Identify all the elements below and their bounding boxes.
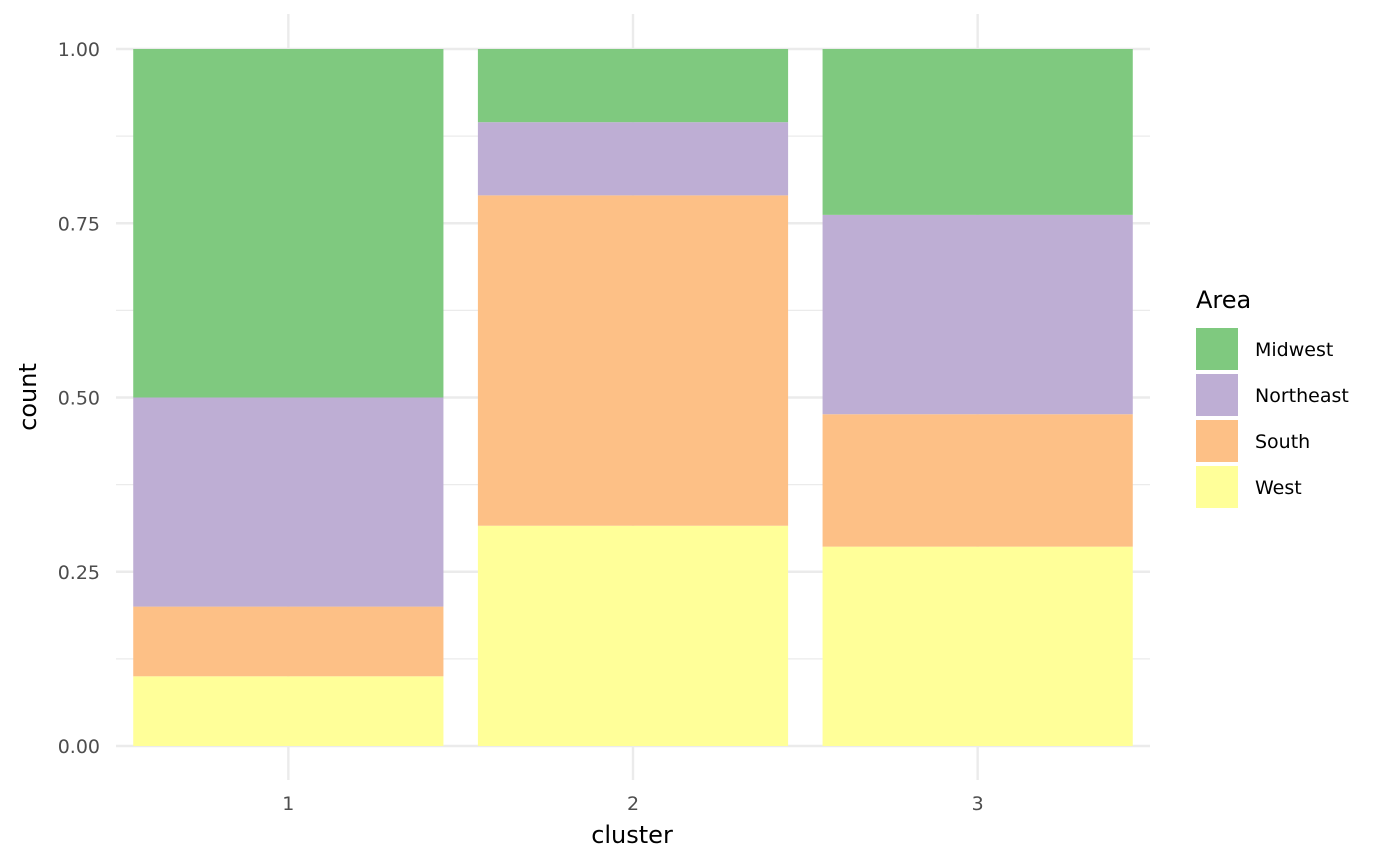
legend-label-west: West: [1255, 477, 1302, 499]
y-tick-label: 1.00: [58, 39, 100, 61]
x-axis-ticks: 1 2 3: [282, 793, 983, 815]
y-tick-label: 0.75: [58, 213, 100, 235]
bar-segment-west-cluster-1: [133, 676, 444, 746]
y-axis-title: count: [14, 363, 42, 431]
y-tick-label: 0.25: [58, 562, 100, 584]
legend-key-west: [1196, 466, 1238, 508]
legend-key-south: [1196, 420, 1238, 462]
legend-label-northeast: Northeast: [1255, 385, 1349, 407]
bar-segment-south-cluster-2: [477, 195, 789, 526]
bar-segment-midwest-cluster-2: [477, 49, 789, 123]
legend-label-midwest: Midwest: [1255, 339, 1333, 361]
legend-key-northeast: [1196, 374, 1238, 416]
bar-segment-northeast-cluster-1: [133, 397, 444, 607]
x-tick-label: 2: [627, 793, 639, 815]
bar-segment-west-cluster-3: [822, 546, 1133, 746]
legend-key-midwest: [1196, 328, 1238, 370]
y-tick-label: 0.00: [58, 736, 100, 758]
bar-segment-midwest-cluster-1: [133, 49, 444, 398]
bar-segment-west-cluster-2: [477, 525, 789, 746]
y-tick-label: 0.50: [58, 388, 100, 410]
y-axis-ticks: 0.00 0.25 0.50 0.75 1.00: [58, 39, 100, 758]
bar-segment-south-cluster-3: [822, 414, 1133, 547]
x-tick-label: 3: [972, 793, 984, 815]
x-tick-label: 1: [282, 793, 294, 815]
bar-segment-midwest-cluster-3: [822, 49, 1133, 215]
legend: Area Midwest Northeast South West: [1196, 286, 1349, 508]
x-axis-title: cluster: [591, 821, 673, 849]
bars: [133, 49, 1133, 746]
bar-segment-northeast-cluster-3: [822, 214, 1133, 415]
bar-segment-northeast-cluster-2: [477, 122, 789, 196]
bar-segment-south-cluster-1: [133, 606, 444, 677]
legend-label-south: South: [1255, 431, 1310, 453]
legend-title: Area: [1196, 286, 1251, 314]
legend-items: Midwest Northeast South West: [1196, 328, 1349, 508]
